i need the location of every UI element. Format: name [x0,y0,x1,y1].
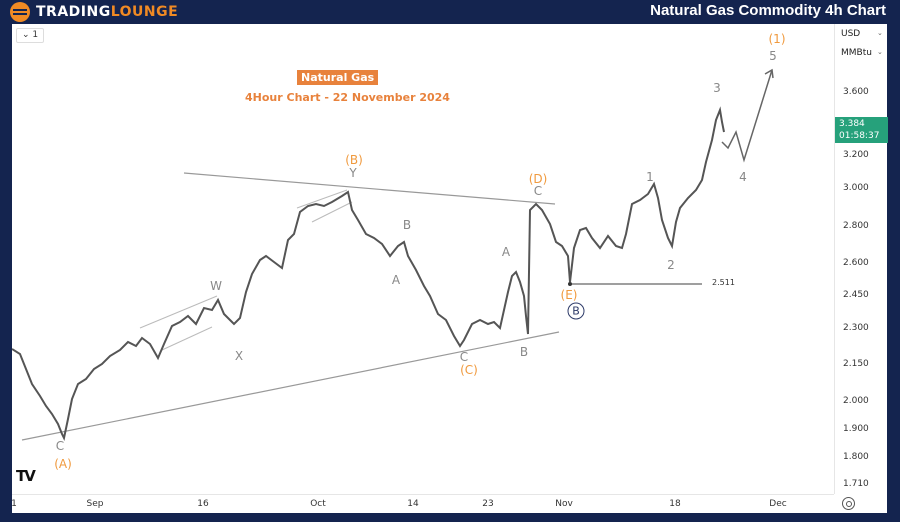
y-tick: 3.600 [843,87,869,97]
logo-text-lounge: LOUNGE [110,4,179,20]
wave-label-y: Y [349,166,357,180]
wave-label-b: B [519,345,529,359]
x-tick: Dec [769,499,787,509]
tradingview-logo: TV [16,467,36,485]
x-tick: 14 [407,499,419,509]
y-tick: 3.000 [843,183,869,193]
interval-selector[interactable]: ⌄ 1 [16,28,45,43]
page-title: Natural Gas Commodity 4h Chart [650,2,886,19]
wave-label-3: 3 [713,81,721,95]
wave-label-c: C [533,184,543,198]
y-tick: 3.200 [843,150,869,160]
x-tick: 18 [669,499,681,509]
channel-line [161,326,213,351]
wave-label-a: A [391,273,401,287]
wave-label-1: 1 [646,170,654,184]
price-chart-svg [11,68,774,442]
channel-line [311,201,353,223]
x-tick: 23 [482,499,494,509]
x-tick: 1 [11,499,17,509]
wave-label-x: X [234,349,244,363]
last-price: 3.384 [839,119,865,129]
level-label: 2.511 [712,278,735,287]
logo-text-trading: TRADING [36,4,111,20]
x-tick: Sep [86,499,104,509]
y-tick: 2.000 [843,396,869,406]
wave-label-c: C [55,439,65,453]
y-tick: 1.800 [843,452,869,462]
chart-title-box: Natural Gas [297,70,379,85]
y-tick: 2.450 [843,290,869,300]
wave-label-a-primary: (A) [54,457,72,471]
y-tick: 2.300 [843,323,869,333]
chevron-down-icon: ⌄ [877,48,883,56]
y-tick: 2.600 [843,258,869,268]
wave-label-b: B [402,218,412,232]
settings-icon[interactable] [842,497,855,510]
y-tick: 1.900 [843,424,869,434]
logo-icon [10,2,30,22]
y-tick: 1.710 [843,479,869,489]
chart-subtitle: 4Hour Chart - 22 November 2024 [245,91,450,104]
y-tick: 2.800 [843,221,869,231]
wave-label-w: W [210,279,222,293]
brand-logo: TRADINGLOUNGE [10,2,178,22]
upper-trendline [183,172,556,205]
lower-trendline [21,331,560,441]
wave-label-c-primary: (C) [460,363,478,377]
bar-countdown: 01:58:37 [839,131,880,141]
level-anchor [568,282,572,286]
wave-label-b-primary: (B) [345,153,363,167]
wave-label-e-primary: (E) [560,288,578,302]
wave-label-d-primary: (D) [528,172,548,186]
time-axis[interactable]: 1 Sep 16 Oct 14 23 Nov 18 Dec [11,494,834,513]
price-axis[interactable]: USD ⌄ MMBtu ⌄ 3.600 3.384 01:58:37 3.200 3… [834,24,888,494]
wave-label-4: 4 [739,170,747,184]
wave-label-a: A [501,245,511,259]
projection-arrowhead [764,68,774,79]
chart-panel: ⌄ 1 Natural Gas 4Hour Chart - 22 Novembe… [11,24,888,513]
chevron-down-icon: ⌄ [877,29,883,37]
y-tick: 2.150 [843,359,869,369]
price-line [11,106,725,442]
wave-label-1-primary: (1) [768,32,786,46]
last-price-tag: 3.384 01:58:37 [835,117,888,143]
x-tick: 16 [197,499,209,509]
unit-selector[interactable]: MMBtu ⌄ [841,48,883,58]
currency-selector[interactable]: USD ⌄ [841,29,883,39]
x-tick: Oct [310,499,326,509]
wave-label-2: 2 [667,258,675,272]
channel-line [139,295,218,329]
header-bar: TRADINGLOUNGE Natural Gas Commodity 4h C… [0,0,900,24]
channel-line [296,189,348,209]
projection-path [721,69,773,163]
plot-area[interactable]: ⌄ 1 Natural Gas 4Hour Chart - 22 Novembe… [11,24,834,494]
wave-label-5: 5 [769,49,777,63]
x-tick: Nov [555,499,573,509]
wave-label-c: C [459,350,469,364]
wave-label-b-circled: B [567,302,585,320]
